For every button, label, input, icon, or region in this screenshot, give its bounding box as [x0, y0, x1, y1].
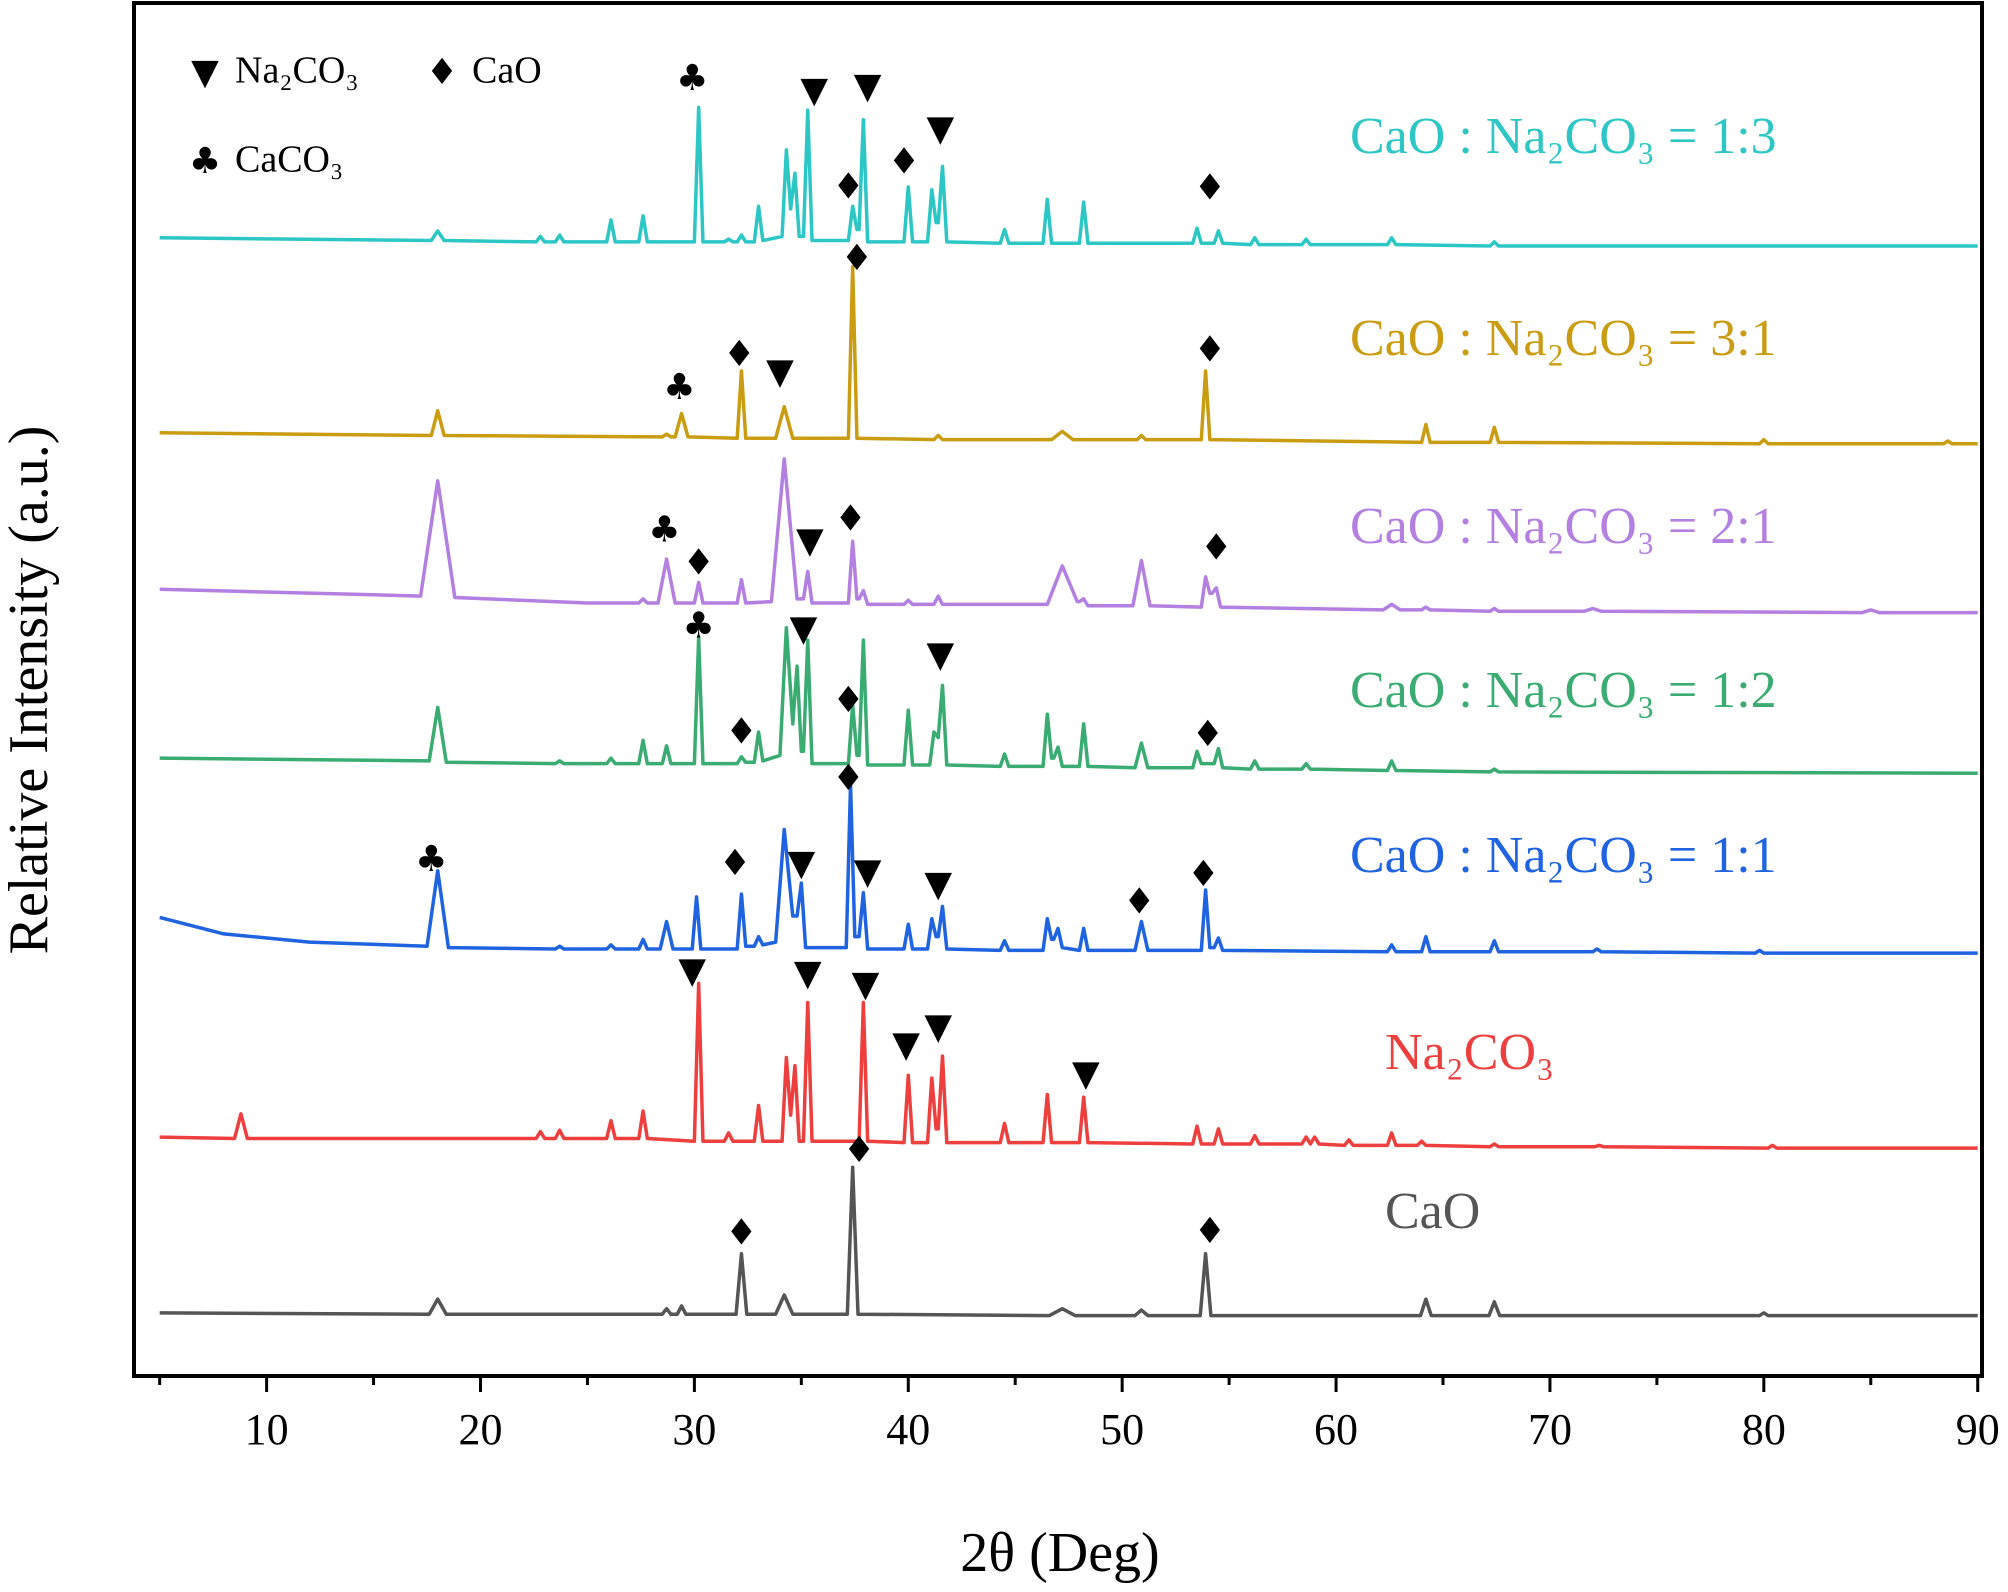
- phase-marker: ▼: [924, 1007, 952, 1048]
- phase-marker: ♦: [725, 1213, 757, 1254]
- series-line: [159, 981, 1978, 1150]
- legend-symbol: ♦: [426, 52, 458, 93]
- x-tick-label: 80: [1742, 1405, 1786, 1454]
- series-line: [159, 457, 1978, 615]
- phase-marker: ♦: [1123, 882, 1155, 923]
- phase-marker: ♦: [1200, 527, 1232, 568]
- legend-symbol: ♣: [189, 141, 221, 182]
- x-tick-label: 60: [1314, 1405, 1358, 1454]
- phase-marker: ▼: [927, 635, 955, 676]
- phase-marker: ▼: [678, 950, 706, 991]
- x-axis-title: 2θ (Deg): [960, 1522, 1159, 1584]
- phase-marker: ♦: [841, 238, 873, 279]
- series-label: CaO : Na₂CO₃ = 2:1: [1350, 498, 1777, 555]
- phase-marker: ♦: [1194, 330, 1226, 371]
- series-label: CaO : Na₂CO₃ = 1:3: [1350, 108, 1777, 165]
- legend-symbol: ▼: [191, 52, 219, 93]
- x-tick-label: 40: [886, 1405, 930, 1454]
- plot-frame: [132, 1, 1984, 1378]
- phase-marker: ▼: [790, 608, 818, 649]
- series-line: [159, 782, 1978, 955]
- phase-marker: ♣: [648, 510, 680, 551]
- phase-marker: ▼: [766, 352, 794, 393]
- series-label: CaO : Na₂CO₃ = 3:1: [1350, 310, 1777, 367]
- phase-marker: ▼: [787, 843, 815, 884]
- phase-marker: ▼: [800, 70, 828, 111]
- legend-label: Na₂CO₃: [235, 50, 359, 92]
- phase-marker: ♦: [1192, 714, 1224, 755]
- series-label: Na₂CO₃: [1385, 1024, 1554, 1081]
- phase-marker: ♦: [719, 843, 751, 884]
- phase-marker: ▼: [854, 66, 882, 107]
- phase-marker: ▼: [892, 1024, 920, 1065]
- phase-marker: ♦: [832, 758, 864, 799]
- series-label: CaO : Na₂CO₃ = 1:2: [1350, 662, 1777, 719]
- phase-marker: ♦: [832, 166, 864, 207]
- phase-marker: ▼: [796, 521, 824, 562]
- x-tick-label: 90: [1956, 1405, 2000, 1454]
- series-line: [159, 264, 1978, 446]
- phase-marker: ♦: [888, 142, 920, 183]
- phase-marker: ♣: [676, 58, 708, 99]
- phase-marker: ♦: [843, 1130, 875, 1171]
- phase-marker: ♦: [683, 543, 715, 584]
- y-axis-title: Relative Intensity (a.u.): [0, 426, 60, 955]
- phase-marker: ▼: [924, 864, 952, 905]
- phase-marker: ♣: [683, 606, 715, 647]
- phase-marker: ♣: [415, 839, 447, 880]
- phase-marker: ♦: [723, 334, 755, 375]
- phase-marker: ▼: [1072, 1053, 1100, 1094]
- phase-marker: ♦: [834, 499, 866, 540]
- phase-marker: ♣: [663, 367, 695, 408]
- x-tick-label: 50: [1100, 1405, 1144, 1454]
- phase-marker: ♦: [1194, 1211, 1226, 1252]
- x-tick-label: 20: [459, 1405, 503, 1454]
- phase-marker: ♦: [1194, 168, 1226, 209]
- series-line: [159, 105, 1978, 248]
- phase-marker: ▼: [854, 851, 882, 892]
- phase-marker: ♦: [725, 711, 757, 752]
- legend-label: CaCO₃: [235, 139, 343, 181]
- series-label: CaO : Na₂CO₃ = 1:1: [1350, 827, 1777, 884]
- phase-marker: ♦: [832, 680, 864, 721]
- phase-marker: ▼: [794, 953, 822, 994]
- phase-marker: ♦: [1187, 854, 1219, 895]
- x-tick-label: 10: [245, 1405, 289, 1454]
- x-tick-label: 70: [1528, 1405, 1572, 1454]
- series-line: [159, 625, 1978, 775]
- phase-marker: ▼: [852, 964, 880, 1005]
- legend-label: CaO: [472, 50, 542, 92]
- x-tick-label: 30: [672, 1405, 716, 1454]
- series-label: CaO: [1385, 1183, 1480, 1240]
- phase-marker: ▼: [927, 109, 955, 150]
- series-line: [159, 1165, 1978, 1318]
